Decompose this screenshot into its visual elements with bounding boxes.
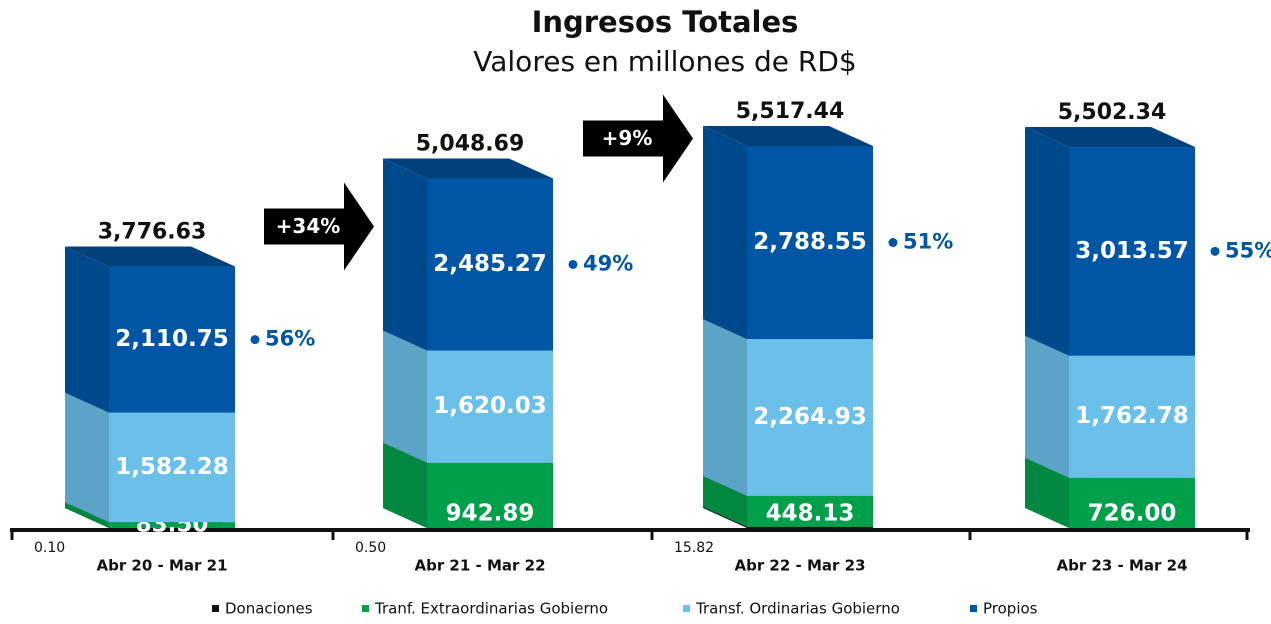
- legend-label: Transf. Ordinarias Gobierno: [695, 600, 900, 618]
- legend-swatch: [970, 605, 977, 612]
- segment-label: 3,013.57: [1075, 238, 1189, 264]
- bar-front: [747, 527, 873, 528]
- legend-swatch: [212, 605, 219, 612]
- bar-side: [703, 319, 747, 496]
- growth-label: +34%: [276, 214, 341, 238]
- legend-label: Propios: [983, 600, 1038, 618]
- segment-label: 1,620.03: [433, 393, 547, 419]
- bar-side: [383, 331, 427, 463]
- chart-title: Ingresos Totales: [532, 5, 799, 39]
- legend-swatch: [683, 605, 690, 612]
- share-label: 56%: [265, 327, 315, 351]
- x-tick-label: Abr 23 - Mar 24: [1056, 557, 1187, 575]
- segment-label: 2,264.93: [753, 404, 867, 430]
- donation-label: 15.82: [674, 540, 714, 556]
- segment-label: 942.89: [446, 501, 535, 527]
- share-label: 55%: [1225, 238, 1271, 262]
- share-dot: [569, 260, 578, 269]
- x-tick-label: Abr 22 - Mar 23: [734, 557, 865, 575]
- legend-label: Tranf. Extraordinarias Gobierno: [374, 600, 608, 618]
- segment-label: 1,762.78: [1075, 403, 1189, 429]
- total-label: 5,048.69: [416, 131, 525, 156]
- share-label: 51%: [903, 230, 953, 254]
- share-dot: [889, 238, 898, 247]
- segment-label: 2,788.55: [753, 229, 867, 255]
- total-label: 3,776.63: [98, 220, 207, 245]
- segment-label: 448.13: [766, 501, 855, 527]
- share-label: 49%: [583, 251, 633, 275]
- bar-side: [65, 393, 109, 523]
- donation-label: 0.50: [355, 540, 386, 556]
- legend-label: Donaciones: [225, 600, 313, 618]
- bar-side: [65, 247, 109, 413]
- donation-label: 0.10: [34, 540, 65, 556]
- chart-subtitle: Valores en millones de RD$: [473, 45, 856, 78]
- legend-swatch: [362, 605, 369, 612]
- bar-side: [383, 158, 427, 350]
- bar-side: [1025, 127, 1069, 356]
- x-tick-label: Abr 20 - Mar 21: [96, 557, 227, 575]
- segment-label: 2,110.75: [115, 326, 229, 352]
- x-tick-label: Abr 21 - Mar 22: [414, 557, 545, 575]
- growth-label: +9%: [602, 126, 653, 150]
- share-dot: [1211, 247, 1220, 256]
- total-label: 5,502.34: [1058, 100, 1167, 125]
- share-dot: [251, 335, 260, 344]
- segment-label: 1,582.28: [115, 454, 229, 480]
- bar-side: [1025, 336, 1069, 478]
- total-label: 5,517.44: [736, 99, 845, 124]
- bar-side: [703, 126, 747, 339]
- segment-label: 2,485.27: [433, 251, 547, 277]
- segment-label: 726.00: [1088, 501, 1177, 527]
